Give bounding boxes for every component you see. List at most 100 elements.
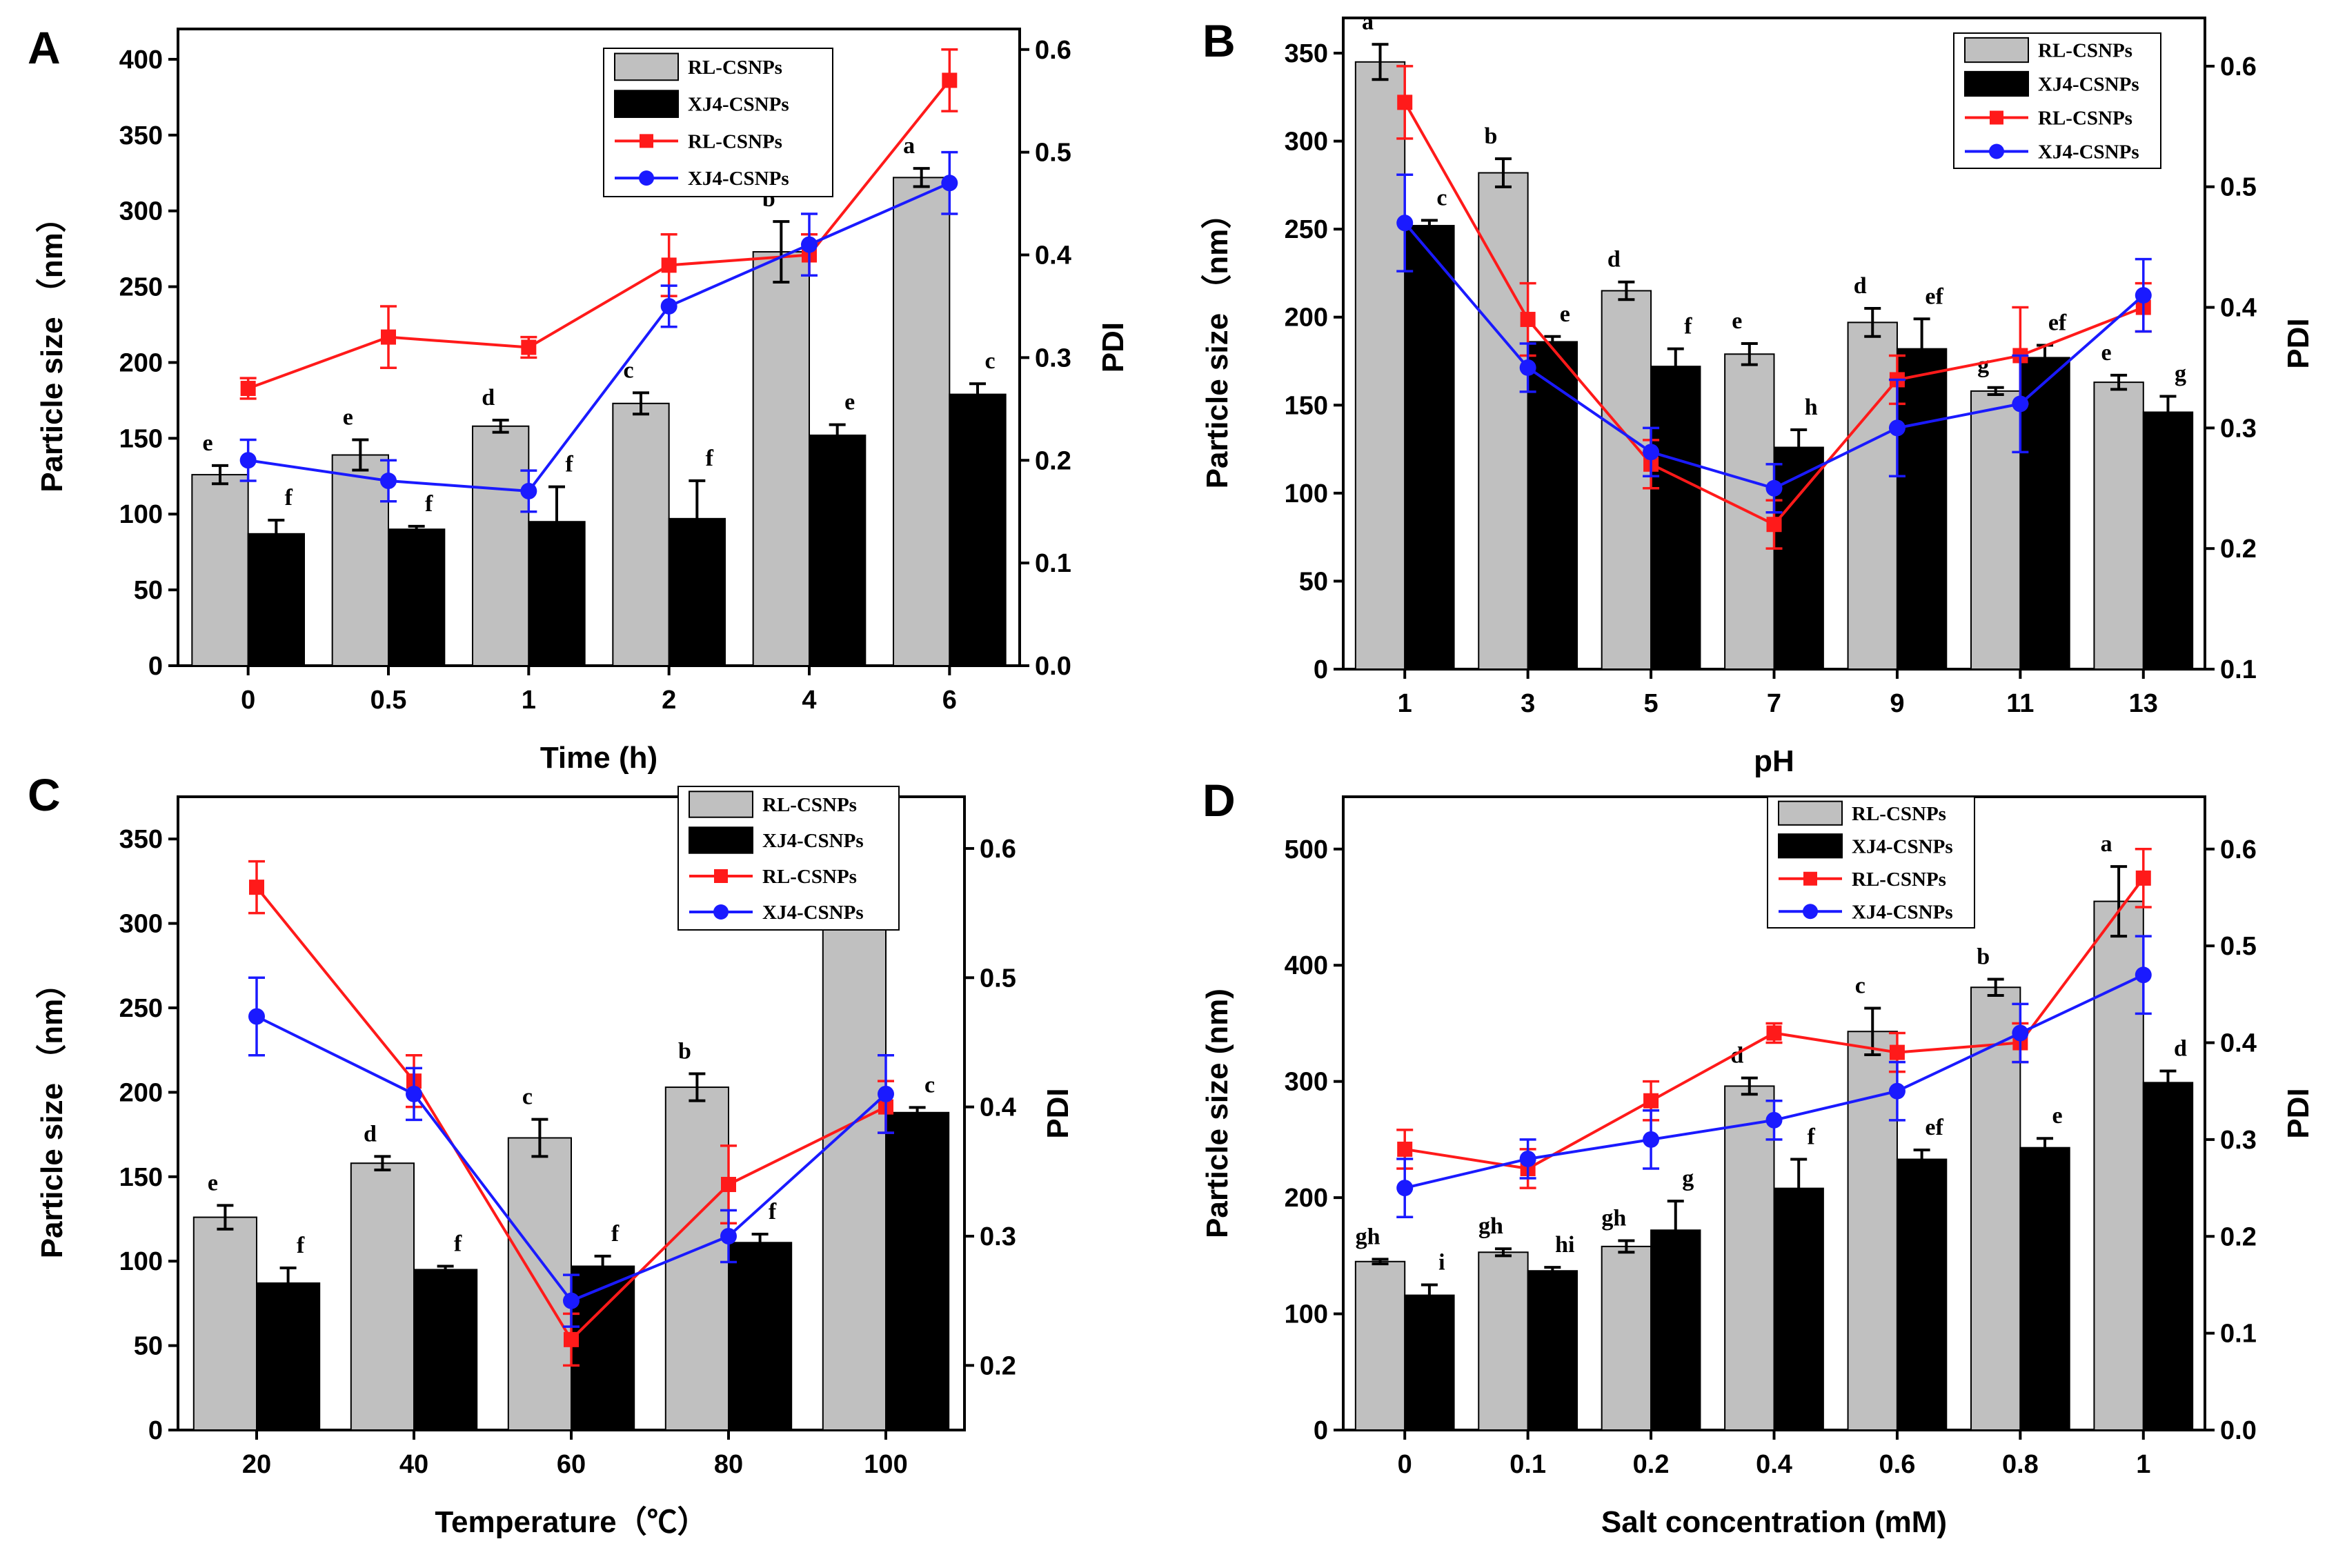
y2-tick-label: 0.4	[2220, 1029, 2257, 1058]
legend-label: RL-CSNPs	[688, 57, 782, 79]
y-tick-label: 300	[119, 910, 163, 939]
pdi-point-xj4	[941, 175, 958, 192]
pdi-point-rl	[1520, 312, 1536, 328]
y2-axis-title: PDI	[2281, 1088, 2315, 1138]
significance-letter: i	[1438, 1249, 1445, 1275]
bar-xj4	[247, 533, 305, 666]
significance-letter: a	[903, 133, 915, 159]
significance-letter: c	[924, 1072, 935, 1098]
bar-rl	[2093, 900, 2144, 1431]
y-tick-label: 0	[1314, 1416, 1328, 1445]
bar-xj4	[885, 1111, 950, 1431]
pdi-point-xj4	[380, 473, 397, 490]
bar-xj4	[1773, 446, 1824, 670]
legend-swatch	[1778, 800, 1843, 826]
pdi-point-xj4	[1888, 1082, 1906, 1100]
bar-xj4	[809, 434, 867, 666]
y-tick-label: 350	[119, 121, 163, 150]
bar-rl	[1601, 290, 1652, 670]
significance-letter: a	[1362, 9, 1374, 34]
significance-letter: gh	[1601, 1205, 1626, 1231]
significance-letter: d	[1607, 247, 1621, 272]
legend-label: XJ4-CSNPs	[688, 168, 789, 190]
legend: RL-CSNPs XJ4-CSNPs RL-CSNPs XJ4-CSNPs	[603, 48, 833, 197]
y-tick-label: 150	[119, 1163, 163, 1192]
bar-xj4	[571, 1265, 635, 1431]
bar-rl	[191, 474, 249, 666]
significance-letter: c	[1436, 185, 1447, 210]
y-tick-label: 400	[119, 46, 163, 75]
significance-letter: hi	[1555, 1232, 1574, 1258]
significance-letter: ef	[2048, 310, 2067, 336]
bar-rl	[822, 885, 887, 1431]
legend-label: RL-CSNPs	[2038, 108, 2132, 130]
significance-letter: d	[2174, 1036, 2187, 1062]
x-tick-label: 0.1	[1510, 1450, 1546, 1479]
significance-letter: f	[706, 446, 714, 471]
significance-letter: d	[482, 385, 495, 410]
x-tick-label: 1	[522, 686, 536, 715]
legend-marker	[714, 869, 728, 883]
y-tick-label: 250	[119, 994, 163, 1023]
y-tick-label: 400	[1285, 951, 1328, 980]
significance-letter: b	[1484, 123, 1497, 149]
y-tick-label: 200	[1285, 1184, 1328, 1213]
significance-letter: f	[297, 1233, 305, 1258]
pdi-point-xj4	[1765, 479, 1783, 497]
bar-xj4	[1650, 366, 1701, 670]
y-tick-label: 250	[119, 273, 163, 302]
y2-tick-label: 0.1	[1035, 549, 1071, 578]
pdi-point-rl	[661, 257, 677, 273]
bar-xj4	[1650, 1229, 1701, 1431]
significance-letter: e	[1560, 301, 1570, 327]
legend-label: XJ4-CSNPs	[1852, 835, 1953, 857]
panel-b: 0 50 100 150 200 250 300 350 0.1 0.2 0.3 0.4 0.5 0.6 1…	[1200, 9, 2315, 778]
legend-label: RL-CSNPs	[762, 794, 857, 816]
y-axis-title: Particle size （nm）	[35, 202, 69, 493]
significance-letter: ef	[1925, 284, 1943, 309]
x-tick-label: 80	[714, 1450, 743, 1479]
pdi-point-xj4	[1643, 444, 1660, 461]
y2-tick-label: 0.2	[2220, 535, 2257, 564]
x-tick-label: 60	[557, 1450, 586, 1479]
pdi-point-xj4	[660, 297, 677, 315]
y-tick-label: 0	[148, 1416, 163, 1445]
pdi-point-rl	[1397, 95, 1413, 110]
pdi-point-rl	[721, 1177, 736, 1193]
x-axis-title: pH	[1754, 744, 1794, 778]
y-tick-label: 0	[1314, 655, 1328, 684]
y2-tick-label: 0.6	[2220, 835, 2257, 864]
bar-rl	[507, 1137, 572, 1431]
y2-tick-label: 0.0	[1035, 652, 1071, 681]
legend-swatch	[614, 52, 679, 81]
y-tick-label: 200	[119, 1078, 163, 1107]
plot-frame	[177, 28, 1021, 667]
y-tick-label: 350	[119, 825, 163, 854]
panel-label: A	[28, 22, 61, 73]
pdi-point-xj4	[2012, 395, 2029, 413]
pdi-point-xj4	[1765, 1111, 1783, 1129]
legend-label: XJ4-CSNPs	[762, 902, 864, 924]
pdi-point-xj4	[248, 1008, 265, 1025]
pdi-point-xj4	[2135, 966, 2152, 984]
panel-a: 0 50 100 150 200 250 300 350 400 0.0 0.1 0.2 0.3 0.4 0…	[28, 22, 1130, 775]
legend-label: RL-CSNPs	[1852, 803, 1946, 825]
x-tick-label: 20	[242, 1450, 271, 1479]
significance-letter: h	[1805, 395, 1818, 420]
legend-marker	[1989, 143, 2004, 159]
y-tick-label: 150	[119, 424, 163, 453]
pdi-point-xj4	[1888, 419, 1906, 437]
significance-letter: a	[2101, 831, 2112, 857]
y-tick-label: 200	[119, 348, 163, 377]
significance-letter: c	[1855, 973, 1865, 999]
legend: RL-CSNPs XJ4-CSNPs RL-CSNPs XJ4-CSNPs	[1767, 796, 1975, 929]
y2-tick-label: 0.2	[2220, 1222, 2257, 1251]
bar-xj4	[1896, 348, 1948, 670]
panel-label: C	[28, 769, 61, 820]
significance-letter: e	[1732, 308, 1742, 334]
legend-marker	[1990, 110, 2003, 125]
y-tick-label: 500	[1285, 835, 1328, 864]
pdi-point-rl	[381, 329, 396, 345]
y2-tick-label: 0.6	[980, 835, 1016, 864]
